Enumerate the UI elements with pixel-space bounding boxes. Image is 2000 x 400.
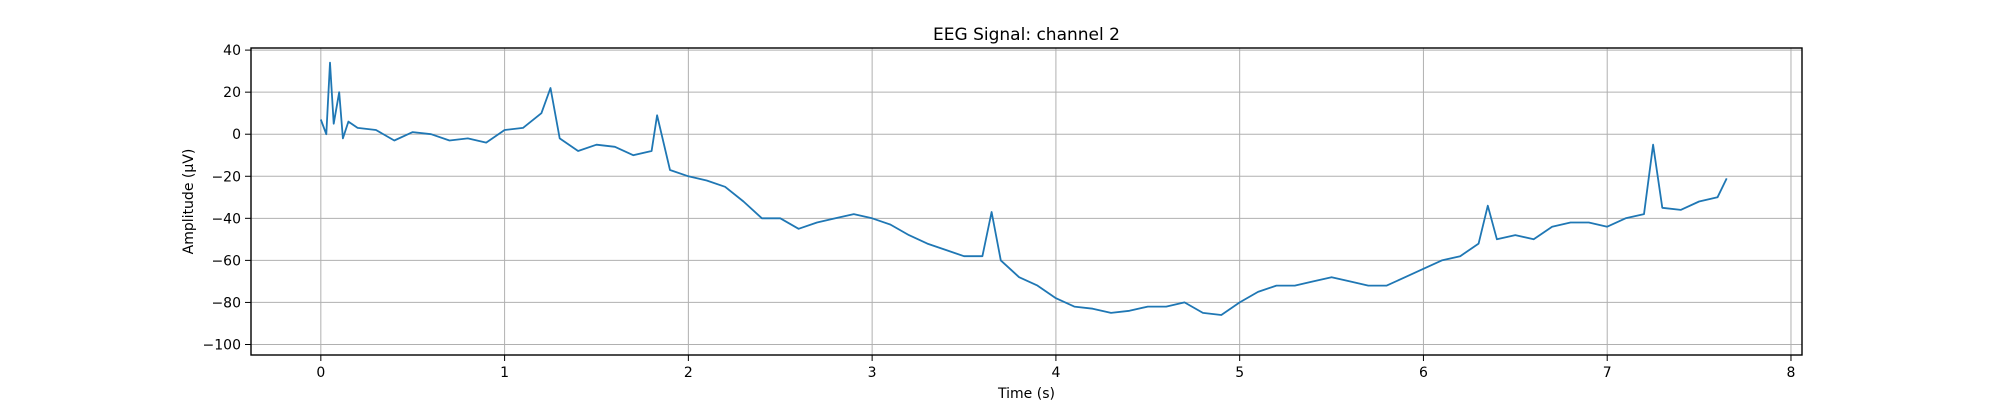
y-tick-label: 20 — [223, 85, 241, 101]
series-line — [319, 61, 1728, 316]
y-tick-label: 40 — [223, 43, 241, 59]
x-tick-label: 3 — [868, 365, 877, 381]
series-layer — [319, 61, 1728, 316]
x-tick-label: 1 — [500, 365, 509, 381]
y-tick-label: 0 — [232, 127, 241, 143]
grid-layer — [251, 48, 1802, 355]
x-axis-label: Time (s) — [997, 386, 1055, 400]
x-tick-label: 6 — [1419, 365, 1428, 381]
y-axis-label: Amplitude (µV) — [181, 149, 197, 255]
y-ticks: 40 20 0 −20 −40 −60 −80 −100 — [203, 43, 251, 353]
x-tick-label: 7 — [1603, 365, 1612, 381]
y-tick-label: −100 — [203, 337, 241, 353]
x-ticks: 0 1 2 3 4 5 6 7 8 — [316, 355, 1795, 381]
x-tick-label: 5 — [1235, 365, 1244, 381]
y-tick-label: −40 — [211, 211, 241, 227]
x-tick-label: 4 — [1051, 365, 1060, 381]
x-tick-label: 0 — [316, 365, 325, 381]
plot-frame — [250, 47, 1803, 356]
x-tick-label: 8 — [1787, 365, 1796, 381]
y-tick-label: −60 — [211, 253, 241, 269]
y-tick-label: −80 — [211, 295, 241, 311]
chart-title: EEG Signal: channel 2 — [933, 25, 1120, 45]
x-tick-label: 2 — [684, 365, 693, 381]
y-tick-label: −20 — [211, 169, 241, 185]
